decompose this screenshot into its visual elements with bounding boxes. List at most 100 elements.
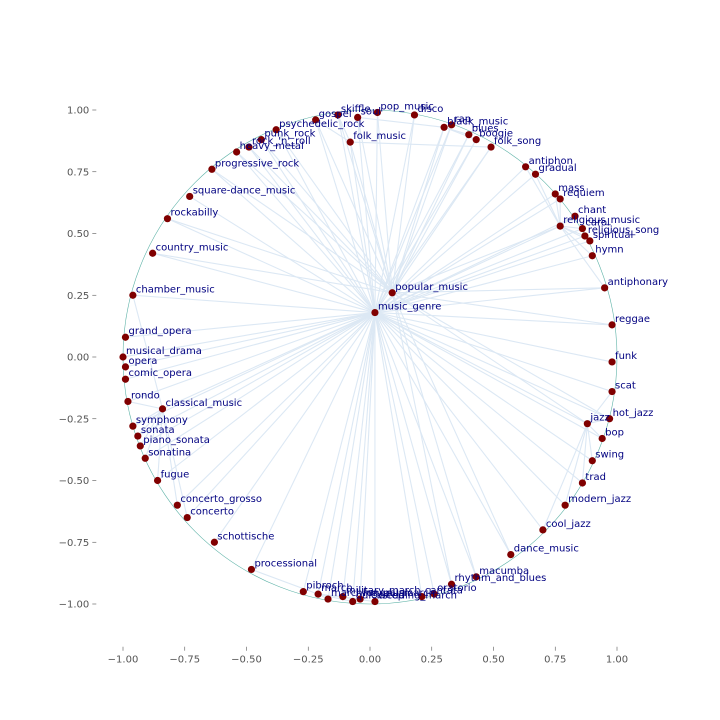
edge-music-genre-rockabilly: [167, 218, 376, 314]
node-label-music-genre: music_genre: [378, 302, 441, 313]
edge-religious-music-antiphon: [525, 166, 561, 227]
edge-music-genre-comic-opera: [125, 312, 376, 380]
node-oratorio: [430, 590, 438, 598]
edge-music-genre-heavy-metal: [236, 151, 376, 313]
node-label-psychedelic-rock: psychedelic_rock: [279, 119, 365, 130]
node-label-popular-music: popular_music: [395, 282, 468, 293]
node-rhythm-and-blues: [447, 580, 456, 588]
edge-popular-music-hot-jazz: [391, 292, 610, 420]
edge-popular-music-psychedelic-rock: [275, 129, 393, 294]
node-label-punk-rock: punk_rock: [264, 129, 315, 140]
edge-music-genre-folk-music: [349, 142, 376, 313]
y-tick-label: 0.00: [67, 353, 89, 364]
edge-music-genre-carol: [374, 228, 583, 314]
edge-music-genre-processional: [250, 312, 376, 570]
edge-music-genre-oratorio: [374, 312, 435, 595]
node-label-black-music: black_music: [447, 116, 508, 127]
edge-music-genre-chant: [374, 215, 576, 314]
y-tick-label: −0.75: [59, 538, 90, 549]
node-label-reggae: reggae: [615, 314, 650, 325]
node-marching-music: [324, 595, 332, 603]
node-label-pop-music: pop_music: [380, 101, 433, 112]
node-label-piano-sonata: piano_sonata: [143, 435, 210, 446]
node-macumba: [472, 573, 480, 581]
edge-music-genre-marching-music: [327, 312, 376, 600]
node-folk-music: [346, 138, 354, 146]
edge-classical-music-concerto: [161, 408, 188, 518]
node-label-funk: funk: [615, 351, 637, 362]
node-label-cool-jazz: cool_jazz: [546, 519, 591, 530]
node-label-processional: processional: [254, 558, 317, 569]
edge-music-genre-concerto-grosso: [176, 312, 376, 506]
edge-popular-music-gospel: [315, 119, 393, 294]
node-piano-sonata: [136, 442, 144, 450]
edge-music-genre-military-march: [342, 312, 376, 597]
edge-music-genre-gradual: [374, 173, 536, 313]
node-processional: [247, 565, 256, 574]
edge-jazz-trad: [581, 423, 588, 484]
node-progressive-rock: [208, 165, 216, 173]
node-label-religious-music: religious_music: [563, 215, 640, 226]
edge-religious-music-mass: [554, 193, 561, 227]
edge-music-genre-trad: [374, 312, 583, 484]
edge-music-genre-reggae: [374, 311, 613, 326]
node-modern-jazz: [561, 501, 569, 509]
y-tick-label: −1.00: [59, 600, 90, 611]
node-dance-music: [507, 551, 515, 559]
edge-music-genre-macumba: [374, 312, 477, 578]
node-heavy-metal: [233, 148, 241, 156]
node-trad: [578, 479, 587, 487]
edge-music-genre-psychedelic-rock: [275, 129, 376, 313]
node-carol: [578, 224, 587, 233]
edge-music-genre-sonatina: [144, 312, 376, 459]
node-psychedelic-rock: [272, 126, 280, 134]
node-country-music: [149, 249, 157, 257]
node-wedding-march: [371, 597, 379, 606]
edge-religious-music-carol: [560, 225, 583, 230]
edge-folk-music-gospel: [315, 119, 351, 143]
node-skiffle: [334, 111, 342, 119]
edge-black-music-soul: [357, 116, 445, 128]
node-label-square-dance-music: square-dance_music: [193, 185, 296, 196]
edge-music-genre-march: [317, 312, 376, 595]
edge-music-genre-mass: [374, 193, 556, 313]
x-tick-label: 0.50: [482, 655, 504, 666]
x-tick-label: −0.75: [169, 655, 200, 666]
edge-music-genre-skiffle: [337, 114, 376, 313]
edge-jazz-cool-jazz: [542, 423, 588, 531]
node-label-religious-song: religious_song: [588, 225, 659, 236]
node-label-spiritual: spiritual: [593, 230, 633, 241]
node-opera: [121, 363, 130, 371]
edge-music-genre-boogie: [374, 139, 477, 313]
edge-music-genre-hymn: [374, 255, 593, 314]
edge-music-genre-scat: [374, 312, 613, 393]
node-bop: [598, 434, 606, 443]
node-jazz: [583, 420, 591, 428]
edge-classical-music-fugue: [157, 408, 164, 481]
edge-music-genre-rondo: [127, 312, 376, 402]
edge-religious-music-antiphonary: [559, 225, 606, 289]
node-label-military-march: military_march: [346, 586, 421, 597]
edge-music-genre-quickstep: [352, 312, 376, 602]
edge-classical-music-sonata: [137, 408, 163, 437]
y-tick-label: 0.25: [67, 291, 89, 302]
edge-jazz-swing: [586, 423, 593, 461]
node-label-cantata: cantata: [425, 586, 463, 597]
edge-music-genre-funeral-march: [359, 312, 376, 600]
edge-music-genre-spiritual: [374, 240, 591, 314]
node-label-dance-music: dance_music: [514, 544, 579, 555]
node-musical-drama: [119, 353, 127, 361]
edge-jazz-scat: [586, 391, 613, 425]
edge-music-genre-black-music: [374, 127, 445, 313]
node-label-carol: carol: [585, 218, 609, 229]
x-tick-label: −0.25: [293, 655, 324, 666]
node-march: [314, 590, 322, 598]
edge-music-genre-gospel: [315, 119, 376, 313]
node-label-schottische: schottische: [217, 531, 274, 542]
edge-classical-music-rondo: [127, 400, 163, 410]
node-label-sonata: sonata: [141, 425, 175, 436]
node-label-antiphon: antiphon: [529, 156, 573, 167]
node-soul: [354, 113, 362, 122]
node-chamber-music: [129, 291, 137, 299]
node-label-hymn: hymn: [595, 245, 623, 256]
